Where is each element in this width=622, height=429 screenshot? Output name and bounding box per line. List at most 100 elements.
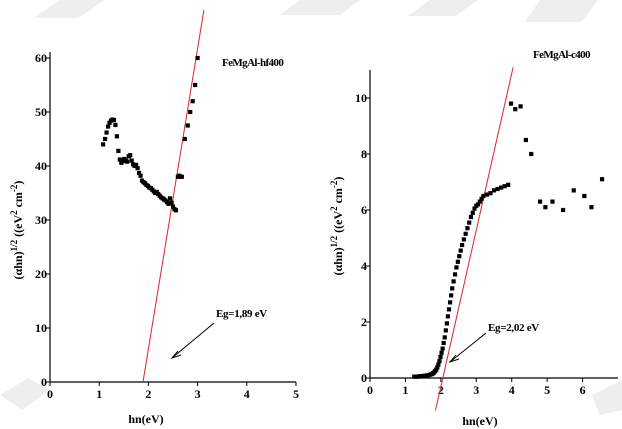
data-point-left — [182, 136, 187, 142]
eg-arrow-left — [171, 322, 215, 359]
data-point-left — [107, 120, 112, 125]
data-point-right — [529, 151, 534, 157]
data-point-right — [481, 193, 486, 199]
data-point-right — [599, 177, 605, 182]
data-point-right — [484, 192, 490, 197]
x-tick-label-right: 6 — [580, 383, 586, 397]
data-point-right — [442, 335, 447, 340]
data-point-right — [488, 191, 493, 196]
data-point-right — [550, 199, 555, 204]
data-point-right — [463, 231, 468, 236]
data-point-left — [179, 174, 184, 179]
data-point-right — [560, 207, 566, 213]
x-tick-label-right: 3 — [473, 383, 479, 397]
x-tick-label-left: 1 — [96, 387, 102, 401]
data-point-left — [177, 173, 182, 178]
y-tick-label-right: 2 — [361, 315, 367, 329]
x-tick-label-left: 4 — [244, 387, 250, 401]
x-axis-label-left: hn(eV) — [128, 412, 163, 426]
data-point-right — [461, 237, 466, 242]
y-tick-label-right: 4 — [361, 259, 367, 273]
data-point-right — [537, 199, 543, 204]
data-point-right — [443, 328, 448, 333]
y-tick-label-left: 20 — [35, 267, 47, 281]
data-point-right — [571, 188, 576, 193]
data-point-right — [440, 346, 445, 351]
data-point-right — [450, 286, 455, 291]
data-point-right — [435, 365, 440, 370]
data-point-left — [167, 196, 173, 201]
data-point-right — [472, 206, 477, 211]
data-point-left — [173, 208, 179, 213]
data-point-left — [116, 148, 121, 153]
y-tick-label-right: 0 — [361, 371, 367, 385]
data-point-right — [455, 259, 460, 264]
chart-title-left: FeMgAl-hf400 — [222, 57, 284, 69]
x-tick-label-right: 4 — [509, 383, 515, 397]
data-point-right — [447, 300, 453, 305]
data-point-right — [467, 220, 472, 225]
data-point-right — [458, 248, 463, 253]
data-point-right — [498, 185, 504, 190]
x-tick-label-right: 0 — [367, 383, 373, 397]
eg-annotation-right: Eg=2,02 eV — [488, 322, 539, 334]
data-point-left — [195, 55, 200, 61]
eg-arrowhead-right — [448, 354, 460, 364]
data-point-right — [445, 314, 451, 319]
y-tick-label-left: 30 — [35, 213, 47, 227]
data-point-left — [113, 122, 118, 128]
data-point-right — [444, 321, 449, 326]
data-point-right — [436, 362, 441, 367]
data-point-left — [104, 130, 109, 135]
data-point-right — [457, 254, 462, 259]
x-tick-label-right: 1 — [402, 383, 408, 397]
data-point-left — [138, 173, 143, 178]
data-point-left — [166, 201, 171, 206]
ticks-right: 0 1 2 3 4 5 6 0 2 4 6 8 10 — [355, 91, 586, 397]
data-point-right — [543, 205, 548, 210]
data-point-right — [437, 359, 442, 364]
data-point-left — [117, 157, 122, 162]
data-point-right — [470, 210, 475, 215]
fit-line-right — [435, 67, 514, 411]
data-point-right — [513, 107, 518, 112]
data-point-right — [475, 202, 481, 207]
data-point-left — [103, 136, 108, 142]
y-tick-label-right: 10 — [355, 91, 367, 105]
chart-right: 0 1 2 3 4 5 6 0 2 4 6 8 10 FeMgAl-c400 hn(eV) (αhn)1… — [329, 49, 618, 428]
data-point-right — [446, 307, 452, 312]
eg-arrow-right — [449, 332, 487, 363]
data-point-right — [451, 279, 456, 284]
data-point-right — [508, 101, 514, 106]
data-point-left — [111, 118, 117, 123]
data-point-left — [170, 204, 176, 209]
plot-area-right — [412, 67, 605, 411]
data-point-right — [434, 367, 439, 372]
background-decoration — [0, 0, 622, 415]
data-point-right — [468, 214, 474, 220]
data-point-right — [495, 186, 500, 192]
data-point-left — [169, 200, 174, 205]
data-point-right — [460, 242, 465, 248]
data-point-right — [518, 104, 523, 109]
eg-annotation-left: Eg=1,89 eV — [216, 308, 267, 320]
data-point-left — [105, 124, 111, 129]
data-point-right — [438, 354, 443, 360]
chart-title-right: FeMgAl-c400 — [533, 49, 591, 61]
y-tick-label-left: 60 — [35, 51, 47, 65]
data-point-right — [479, 196, 484, 201]
data-point-right — [477, 199, 482, 204]
data-point-left — [193, 82, 198, 88]
y-tick-label-left: 10 — [35, 321, 47, 335]
data-point-left — [120, 159, 125, 164]
data-point-left — [134, 162, 139, 168]
data-point-left — [129, 158, 134, 163]
y-tick-label-left: 50 — [35, 105, 47, 119]
x-tick-label-left: 3 — [195, 387, 201, 401]
data-point-right — [439, 350, 444, 355]
data-point-left — [136, 170, 142, 176]
eg-arrowhead-left — [170, 350, 182, 360]
